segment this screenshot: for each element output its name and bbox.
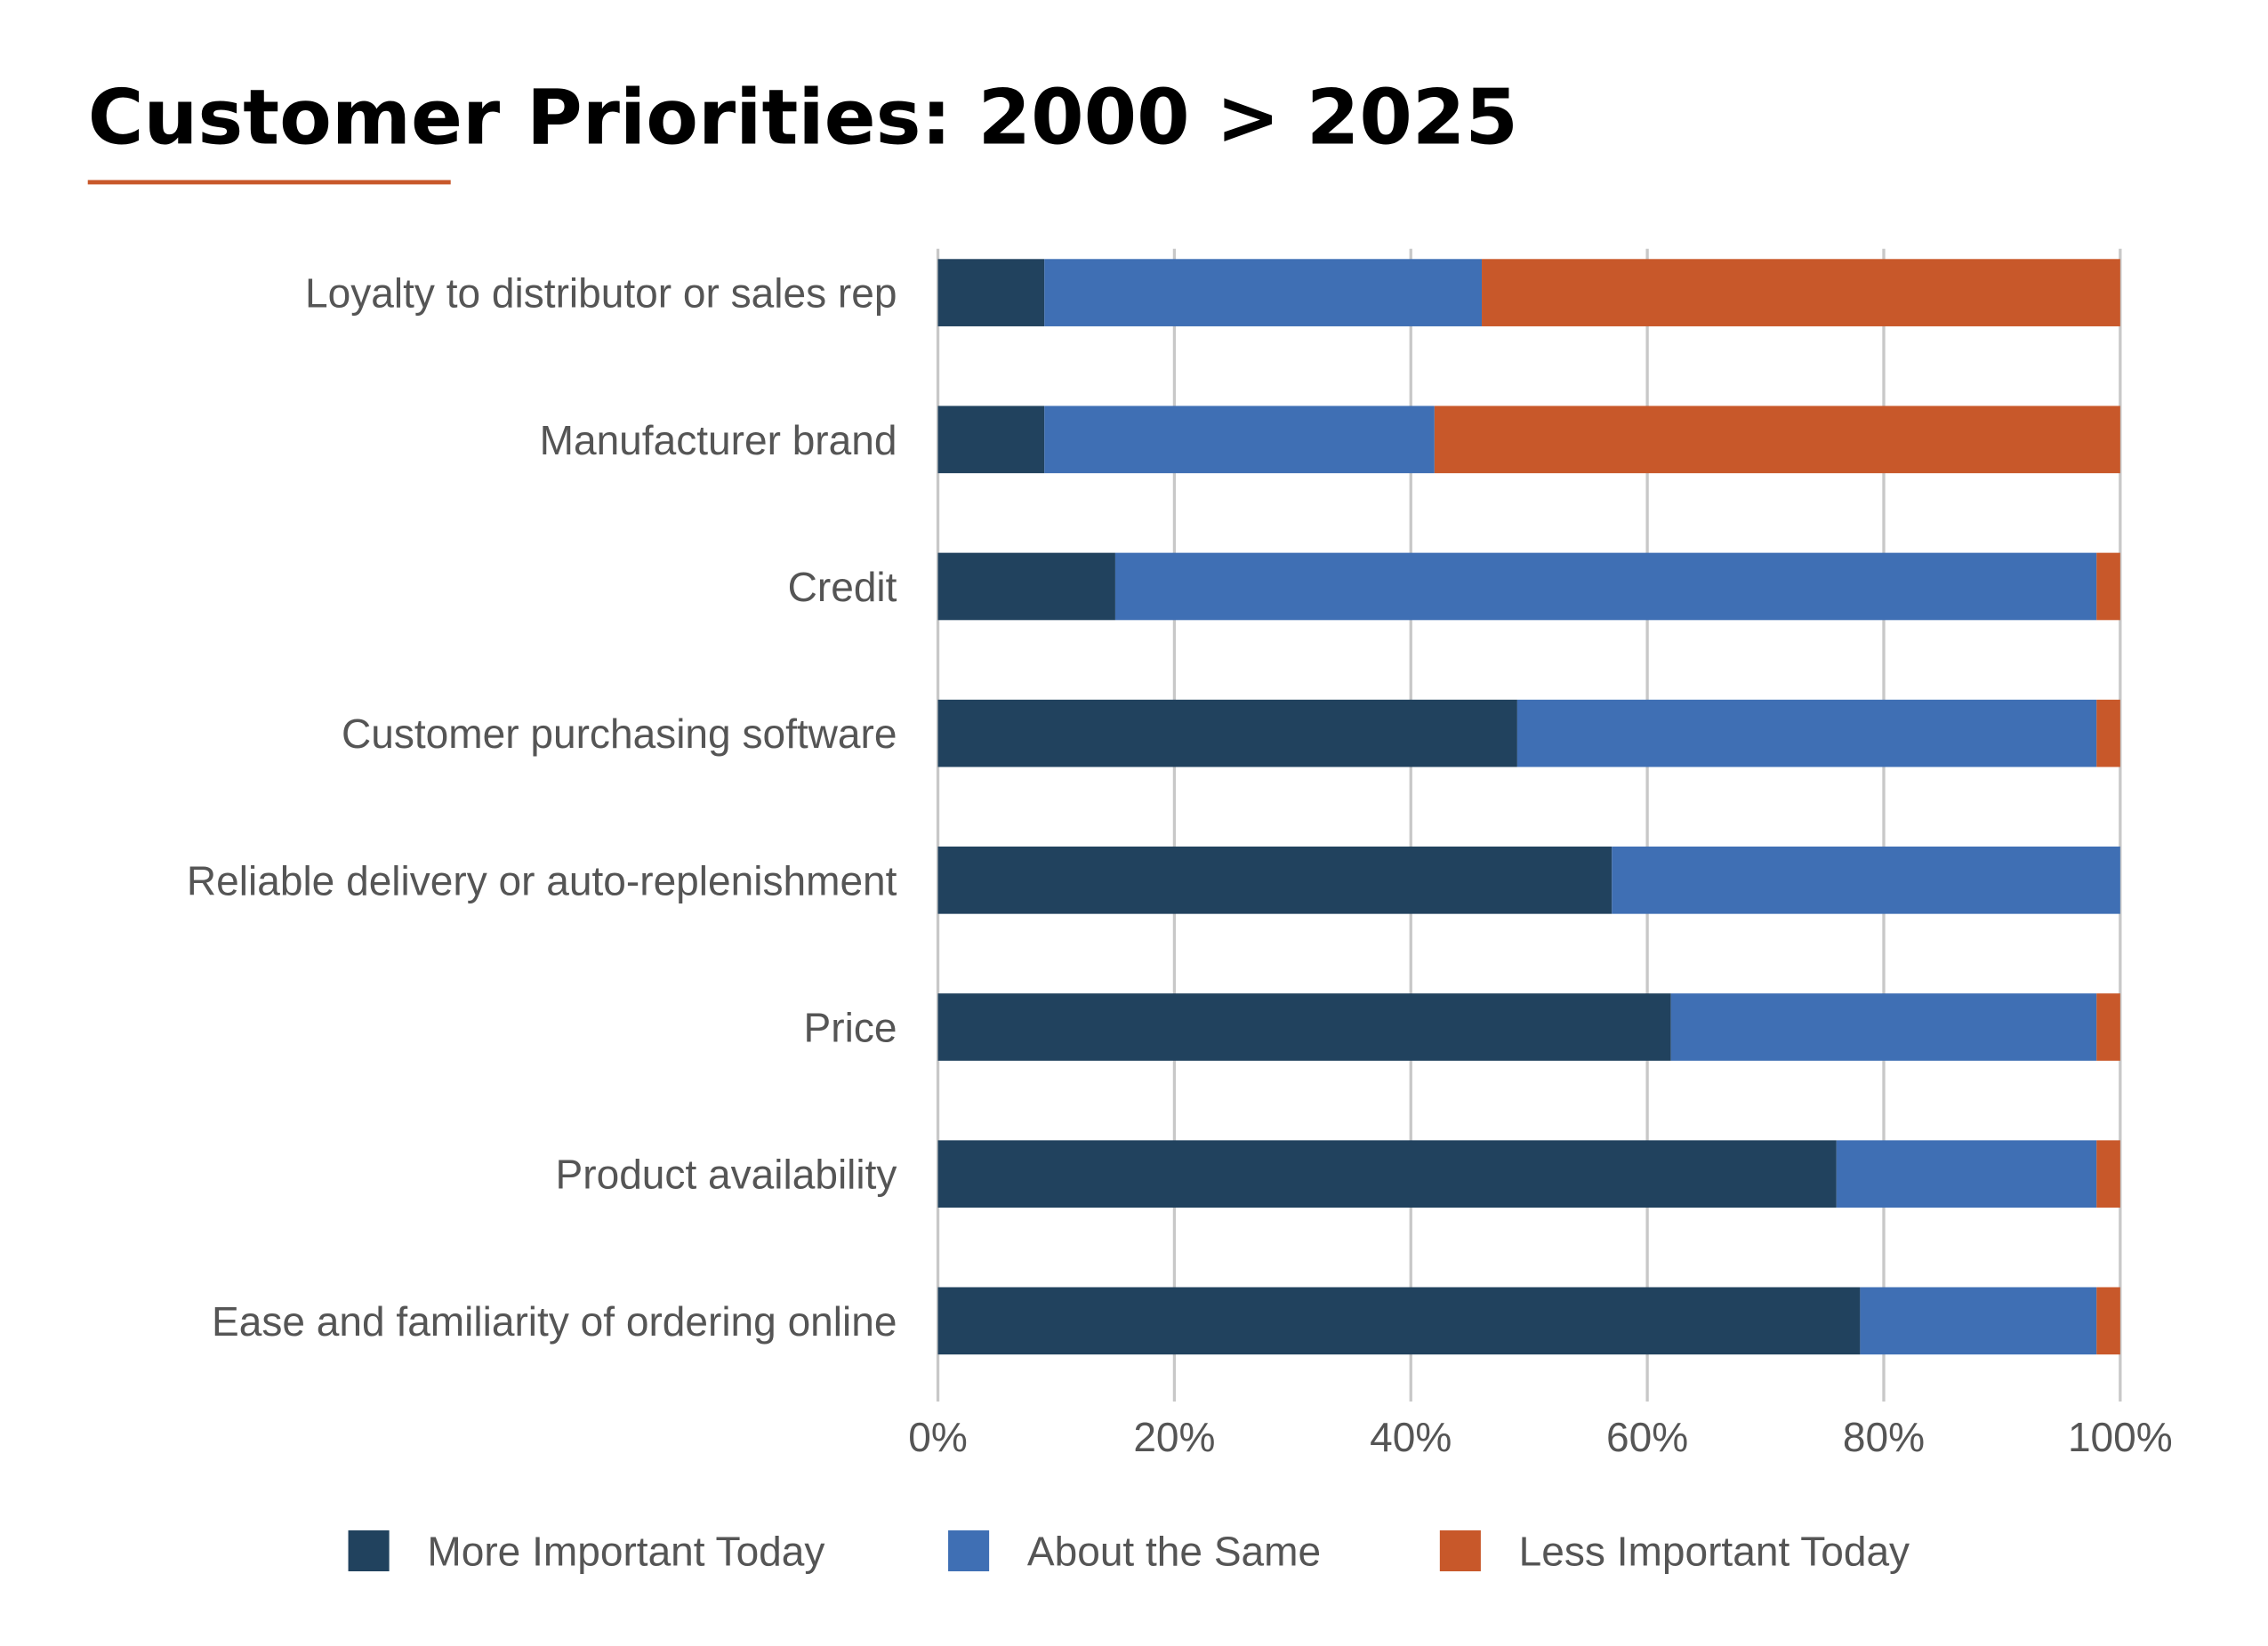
- bar-segment-more-important-today: [937, 993, 1671, 1061]
- bar-segment-less-important-today: [1434, 405, 2120, 474]
- x-tick-label: 60%: [1606, 1414, 1688, 1460]
- bar-segment-more-important-today: [937, 699, 1517, 767]
- bar-segment-about-the-same: [1044, 259, 1483, 326]
- legend-label: More Important Today: [427, 1528, 824, 1574]
- bar-segment-less-important-today: [1482, 259, 2120, 326]
- bar-segment-more-important-today: [937, 846, 1613, 914]
- legend-label: About the Same: [1027, 1528, 1321, 1574]
- category-label: Credit: [788, 564, 897, 610]
- x-tick-label: 40%: [1370, 1414, 1452, 1460]
- bar-segment-less-important-today: [2096, 1140, 2120, 1208]
- bar-segment-more-important-today: [937, 552, 1115, 621]
- x-tick-label: 20%: [1133, 1414, 1215, 1460]
- category-label: Manufacturer brand: [540, 417, 897, 463]
- legend-swatch: [348, 1530, 390, 1571]
- bar-segment-about-the-same: [1670, 993, 2097, 1061]
- bar-segment-about-the-same: [1044, 405, 1435, 474]
- category-label: Ease and familiarity of ordering online: [212, 1298, 897, 1345]
- title-underline: [87, 180, 451, 185]
- legend-swatch: [948, 1530, 990, 1571]
- bar-segment-more-important-today: [937, 405, 1045, 474]
- bar-segment-less-important-today: [2096, 993, 2120, 1061]
- category-label: Price: [804, 1004, 897, 1050]
- bar-segment-about-the-same: [1612, 846, 2120, 914]
- legend-label: Less Important Today: [1519, 1528, 1910, 1574]
- chart-title: Customer Priorities: 2000 > 2025: [88, 74, 1518, 162]
- bar-segment-more-important-today: [937, 1140, 1837, 1208]
- bar-segment-more-important-today: [937, 1287, 1861, 1355]
- bar-segment-less-important-today: [2096, 699, 2120, 767]
- bar-segment-more-important-today: [937, 259, 1045, 326]
- x-tick-label: 80%: [1843, 1414, 1925, 1460]
- legend-swatch: [1439, 1530, 1481, 1571]
- bar-segment-less-important-today: [2096, 1287, 2120, 1355]
- category-label: Reliable delivery or auto-replenishment: [187, 857, 897, 903]
- category-label: Loyalty to distributor or sales rep: [305, 270, 897, 317]
- x-tick-label: 100%: [2068, 1414, 2173, 1460]
- bar-segment-about-the-same: [1836, 1140, 2097, 1208]
- category-label: Customer purchasing software: [342, 711, 897, 757]
- x-tick-label: 0%: [908, 1414, 968, 1460]
- category-label: Product availability: [556, 1152, 897, 1198]
- bar-segment-about-the-same: [1114, 552, 2097, 621]
- bar-segment-about-the-same: [1516, 699, 2097, 767]
- bar-segment-less-important-today: [2096, 552, 2120, 621]
- bar-segment-about-the-same: [1860, 1287, 2097, 1355]
